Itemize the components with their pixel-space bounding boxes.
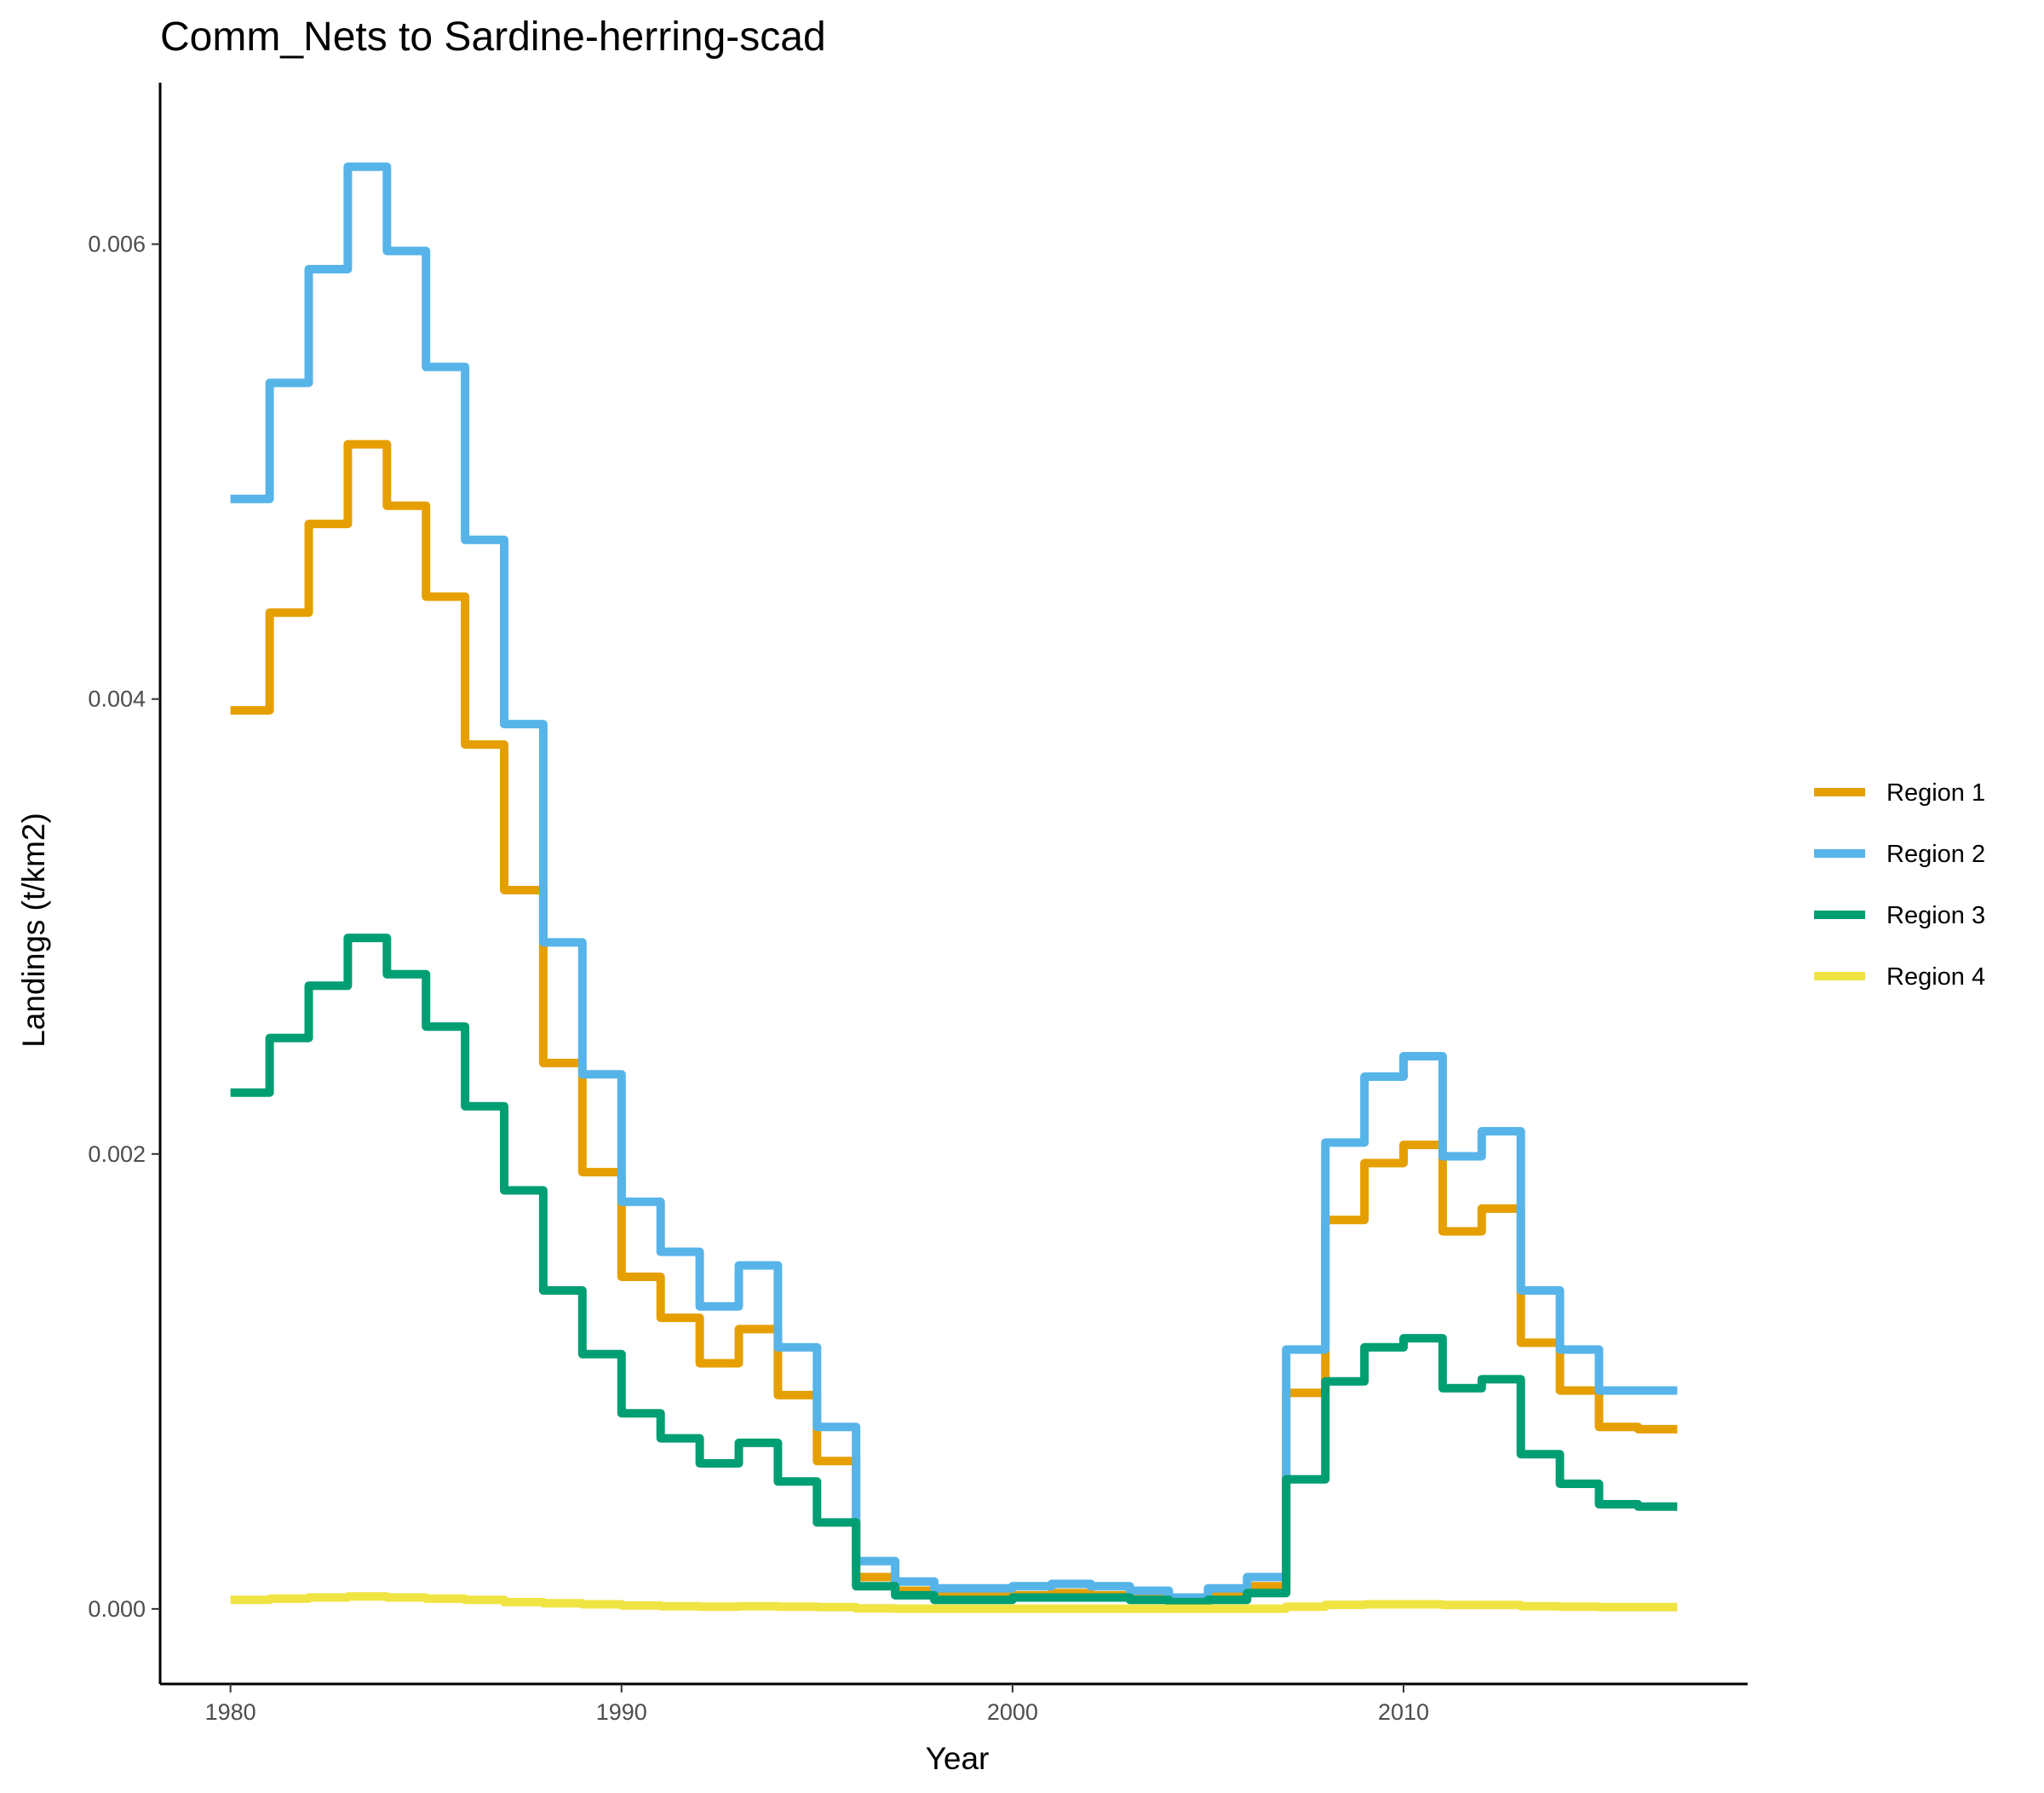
series-line-region-2 (230, 162, 1678, 1602)
x-axis-title: Year (926, 1741, 990, 1776)
legend-item: Region 2 (1814, 841, 1985, 868)
x-tick-label: 2000 (987, 1699, 1038, 1725)
x-axis-ticks: 1980 1990 2000 2010 (205, 1684, 1429, 1725)
legend: Region 1 Region 2 Region 3 Region 4 (1814, 779, 1985, 991)
legend-label: Region 1 (1886, 779, 1985, 807)
series-line-region-3 (230, 934, 1678, 1606)
x-tick-label: 1980 (205, 1699, 256, 1725)
legend-label: Region 3 (1886, 902, 1985, 929)
series-line-region-1 (230, 440, 1678, 1605)
legend-label: Region 4 (1886, 963, 1985, 991)
y-tick-label: 0.000 (88, 1596, 146, 1622)
x-tick-label: 2010 (1378, 1699, 1429, 1725)
y-axis-title: Landings (t/km2) (16, 813, 51, 1048)
legend-item: Region 4 (1814, 963, 1985, 991)
legend-item: Region 3 (1814, 902, 1985, 929)
series-line-region-4 (230, 1592, 1678, 1613)
chart-title: Comm_Nets to Sardine-herring-scad (160, 14, 826, 60)
x-tick-label: 1990 (596, 1699, 647, 1725)
axes: 1980 1990 2000 2010 0.000 0.002 0.004 0.006 (88, 83, 1748, 1725)
y-tick-label: 0.006 (88, 232, 146, 257)
legend-label: Region 2 (1886, 841, 1985, 868)
y-tick-label: 0.004 (88, 687, 146, 712)
legend-item: Region 1 (1814, 779, 1985, 807)
y-tick-label: 0.002 (88, 1141, 146, 1167)
plot-area (230, 162, 1678, 1613)
y-axis-ticks: 0.000 0.002 0.004 0.006 (88, 232, 160, 1622)
